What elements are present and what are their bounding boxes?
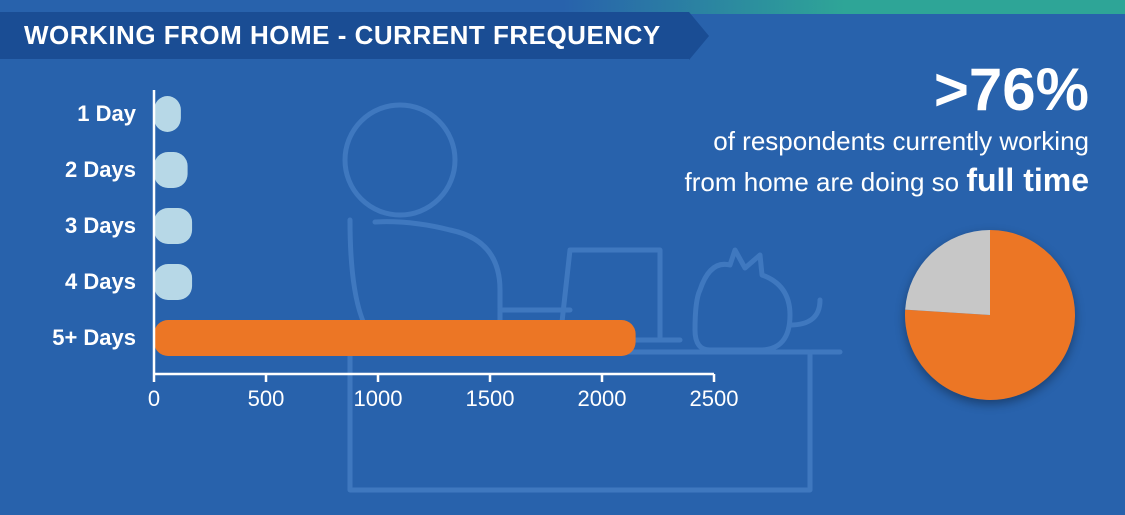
bar-label: 1 Day	[77, 101, 136, 126]
x-tick-label: 1500	[466, 386, 515, 411]
bar-1day	[154, 96, 181, 132]
pie-slice-other	[905, 230, 990, 315]
x-tick-label: 0	[148, 386, 160, 411]
callout-stat: >76%	[469, 60, 1089, 120]
callout-line1: of respondents currently working	[713, 126, 1089, 156]
bar-label: 4 Days	[65, 269, 136, 294]
bar-label: 2 Days	[65, 157, 136, 182]
bar-4days	[154, 264, 192, 300]
bar-label: 5+ Days	[52, 325, 136, 350]
header-ribbon: WORKING FROM HOME - CURRENT FREQUENCY	[0, 12, 689, 59]
header-title: WORKING FROM HOME - CURRENT FREQUENCY	[24, 20, 661, 50]
callout-line2-prefix: from home are doing so	[685, 167, 967, 197]
bar-5+days	[154, 320, 636, 356]
x-tick-label: 2000	[578, 386, 627, 411]
x-tick-label: 500	[248, 386, 285, 411]
bar-label: 3 Days	[65, 213, 136, 238]
infographic-root: WORKING FROM HOME - CURRENT FREQUENCY 1 …	[0, 0, 1125, 515]
bar-2days	[154, 152, 188, 188]
bar-3days	[154, 208, 192, 244]
callout-block: >76% of respondents currently working fr…	[469, 60, 1089, 202]
callout-emph: full time	[966, 162, 1089, 198]
pie-chart	[905, 230, 1075, 400]
x-tick-label: 2500	[690, 386, 739, 411]
callout-desc: of respondents currently working from ho…	[469, 124, 1089, 202]
x-tick-label: 1000	[354, 386, 403, 411]
